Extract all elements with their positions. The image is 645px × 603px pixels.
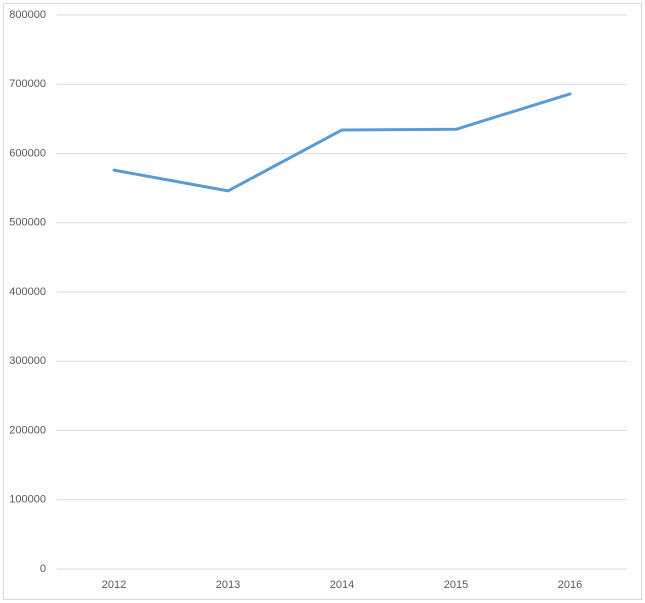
y-tick-label: 800000 [9,9,46,21]
x-tick-label: 2015 [444,579,468,591]
y-tick-label: 700000 [9,78,46,90]
y-tick-label: 0 [40,563,46,575]
y-tick-label: 100000 [9,494,46,506]
y-tick-label: 500000 [9,217,46,229]
y-tick-label: 400000 [9,286,46,298]
y-tick-label: 200000 [9,424,46,436]
x-tick-label: 2013 [216,579,240,591]
line-series [112,92,572,193]
x-tick-label: 2016 [558,579,582,591]
chart-frame [3,3,642,600]
x-tick-label: 2012 [102,579,126,591]
y-tick-label: 300000 [9,355,46,367]
y-tick-label: 600000 [9,147,46,159]
x-tick-label: 2014 [330,579,354,591]
